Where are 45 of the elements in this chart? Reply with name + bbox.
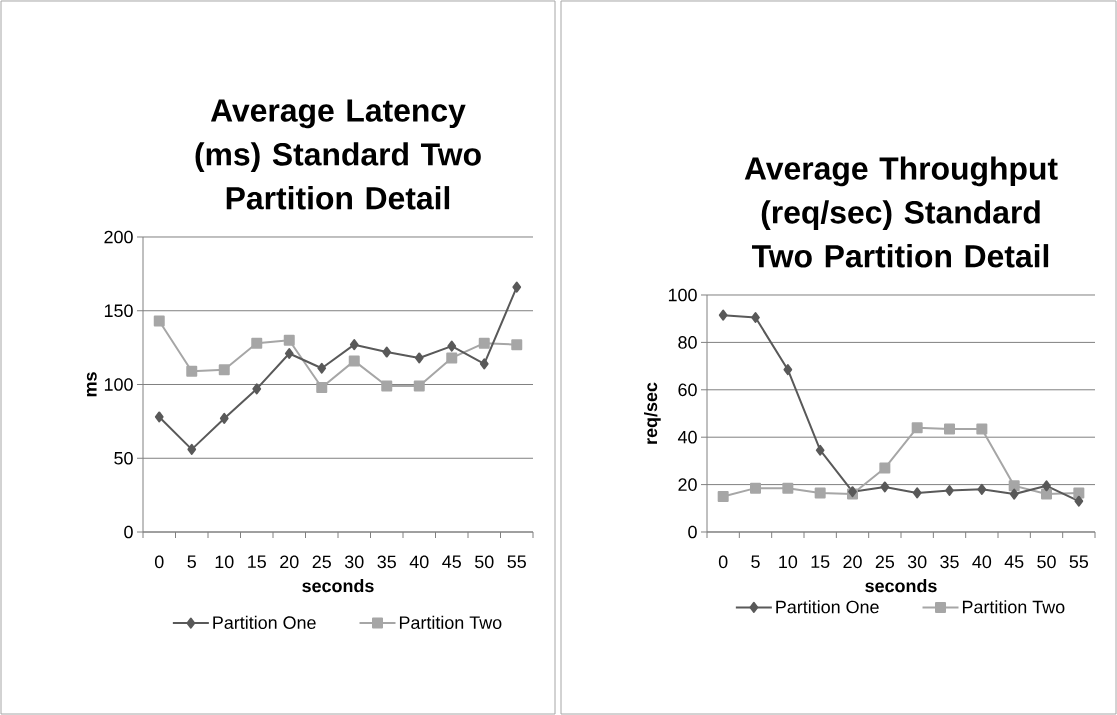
x-tick-label: 20 [280, 555, 299, 569]
x-tick-label: 40 [409, 555, 429, 569]
x-tick-label: 50 [475, 555, 494, 569]
x-tick-label: 0 [718, 555, 728, 569]
x-tick-label: 55 [507, 555, 526, 569]
legend-label: Partition One [776, 600, 879, 614]
x-tick-label: 35 [377, 555, 396, 569]
y-tick-label: 50 [114, 451, 133, 465]
x-tick-label: 45 [442, 555, 461, 569]
y-tick-label: 40 [677, 430, 697, 444]
y-tick-label: 150 [104, 304, 133, 318]
y-tick-label: 100 [668, 288, 697, 302]
x-tick-label: 15 [811, 555, 830, 569]
legend-label: Partition One [213, 615, 316, 629]
y-tick-label: 0 [124, 525, 133, 539]
x-tick-label: 0 [154, 555, 164, 569]
x-tick-label: 50 [1037, 555, 1056, 569]
y-tick-label: 200 [104, 230, 133, 244]
x-tick-label: 15 [248, 555, 266, 569]
y-axis-title: req/sec [644, 382, 661, 444]
chart-title: Average Latency (ms) Standard Two Partition Detail [195, 99, 481, 210]
x-tick-label: 40 [972, 555, 992, 569]
x-axis-title: seconds [865, 579, 937, 593]
x-tick-label: 35 [940, 555, 959, 569]
x-tick-label: 45 [1004, 555, 1024, 569]
x-tick-label: 25 [875, 555, 895, 569]
x-tick-label: 20 [843, 555, 862, 569]
x-tick-label: 30 [344, 555, 364, 569]
y-tick-label: 60 [678, 383, 697, 397]
legend-label: Partition Two [962, 600, 1065, 614]
chart-title: Average Throughput (req/sec) Standard Two Partition Detail [744, 156, 1058, 268]
legend-label: Partition Two [399, 615, 502, 629]
x-tick-label: 10 [215, 555, 234, 569]
x-tick-label: 5 [187, 555, 196, 569]
y-tick-label: 20 [678, 478, 697, 491]
x-tick-label: 25 [312, 555, 331, 569]
y-tick-label: 100 [104, 378, 133, 391]
x-tick-label: 30 [907, 555, 927, 569]
x-tick-label: 55 [1069, 555, 1089, 569]
y-axis-title: ms [86, 372, 97, 397]
y-tick-label: 80 [678, 336, 697, 349]
x-axis-title: seconds [302, 579, 374, 593]
y-tick-label: 0 [688, 525, 697, 539]
x-tick-label: 10 [779, 555, 798, 569]
x-tick-label: 5 [751, 555, 760, 569]
